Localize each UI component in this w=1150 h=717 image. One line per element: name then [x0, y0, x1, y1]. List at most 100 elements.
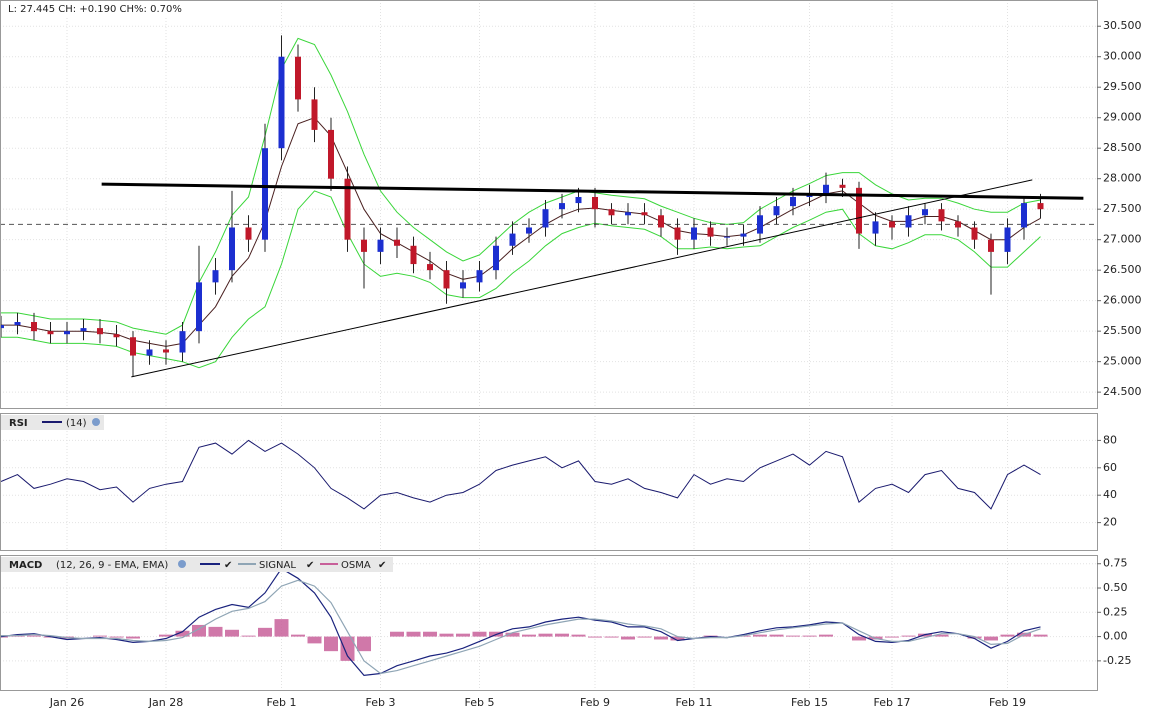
y-tick-label: 20: [1103, 516, 1117, 529]
candle-body: [47, 331, 54, 335]
candle-body: [278, 56, 285, 149]
candle-body: [773, 206, 780, 216]
osma-bar: [192, 624, 206, 637]
osma-bar: [472, 631, 487, 637]
overlay-line: [1, 37, 1041, 335]
osma-bar: [406, 631, 421, 637]
candle-body: [542, 209, 549, 228]
osma-bar: [505, 632, 520, 637]
candle-body: [328, 129, 334, 179]
x-tick-label: Feb 15: [791, 696, 828, 709]
candle-body: [146, 349, 153, 356]
trend-line: [101, 182, 1084, 200]
osma-bar: [522, 634, 536, 637]
x-tick-label: Feb 5: [465, 696, 495, 709]
macd-line: [1, 579, 1041, 675]
osma-bar: [753, 634, 767, 637]
macd-line: [0, 567, 1041, 677]
osma-bar: [571, 634, 586, 637]
candle-body: [0, 325, 4, 329]
legend-entry: OSMA: [341, 560, 371, 571]
candle-body: [1037, 203, 1044, 210]
candle-body: [163, 349, 169, 353]
osma-bar: [390, 631, 404, 637]
y-tick-label: 26.500: [1103, 263, 1142, 276]
y-tick-label: 24.500: [1103, 385, 1142, 398]
candle-body: [707, 227, 714, 237]
candle-body: [658, 215, 664, 228]
header-box: [1, 1, 181, 17]
osma-bar: [670, 636, 685, 641]
osma-bar: [324, 636, 338, 652]
osma-bar: [241, 635, 256, 637]
marks: [0, 35, 1097, 677]
osma-bar: [769, 634, 784, 637]
candle-body: [757, 215, 763, 234]
candle-body: [724, 236, 730, 238]
candle-body: [443, 270, 450, 289]
legend-check[interactable]: ✔: [306, 560, 314, 571]
osma-bar: [27, 635, 41, 637]
osma-bar: [885, 636, 899, 638]
osma-bar: [637, 636, 652, 638]
y-tick-label: 28.500: [1103, 141, 1142, 154]
candle-body: [641, 212, 648, 216]
x-tick-label: Feb 9: [580, 696, 610, 709]
overlay-line: [1, 190, 1041, 369]
osma-bar: [934, 634, 949, 637]
candle-body: [790, 196, 796, 207]
osma-bar: [225, 629, 239, 637]
price-panel: [0, 0, 1098, 409]
osma-bar: [456, 633, 470, 637]
overlay-line: [1, 117, 1041, 347]
candle-body: [872, 221, 879, 234]
osma-bar: [0, 636, 8, 638]
price-header: L: 27.445 CH: +0.190 CH%: 0.70%: [8, 4, 182, 15]
candle-body: [64, 331, 70, 335]
candle-body: [476, 270, 483, 283]
candle-body: [14, 322, 21, 326]
candle-body: [625, 212, 631, 216]
candle-body: [410, 245, 417, 265]
y-tick-label: 28.000: [1103, 172, 1142, 185]
candle-body: [575, 196, 582, 204]
settings-icon[interactable]: [92, 418, 100, 426]
x-tick-label: Feb 11: [676, 696, 713, 709]
candle-body: [179, 331, 186, 353]
osma-bar: [340, 636, 355, 661]
osma-bar: [109, 636, 124, 638]
candle-body: [823, 184, 829, 194]
candle-body: [427, 264, 433, 271]
osma-bar: [208, 626, 223, 637]
candle-body: [988, 239, 994, 252]
candle-body: [31, 322, 37, 332]
candle-body: [592, 196, 598, 210]
y-tick-label: 0.00: [1103, 630, 1128, 643]
macd-panel: [0, 555, 1098, 691]
osma-bar: [621, 636, 635, 640]
candle-body: [955, 221, 961, 228]
x-tick-label: Feb 17: [874, 696, 911, 709]
candle-body: [1004, 227, 1011, 252]
legend-check[interactable]: ✔: [378, 560, 386, 571]
candle-body: [113, 334, 120, 338]
macd-legend-box: [1, 557, 393, 572]
y-tick-label: 30.000: [1103, 50, 1142, 63]
osma-bar: [307, 636, 322, 644]
candle-body: [130, 337, 136, 356]
candle-body: [905, 215, 912, 228]
y-tick-label: 60: [1103, 461, 1117, 474]
y-tick-label: 25.000: [1103, 355, 1142, 368]
osma-bar: [1000, 634, 1015, 637]
candle-body: [740, 233, 747, 237]
legend-check[interactable]: ✔: [224, 560, 232, 571]
y-tick-label: 80: [1103, 433, 1117, 446]
candle-body: [196, 282, 202, 332]
candle-body: [97, 328, 103, 335]
settings-icon[interactable]: [178, 560, 186, 568]
candle-body: [229, 227, 235, 271]
osma-bar: [1033, 634, 1048, 637]
rsi-subtitle: (14): [66, 418, 87, 429]
